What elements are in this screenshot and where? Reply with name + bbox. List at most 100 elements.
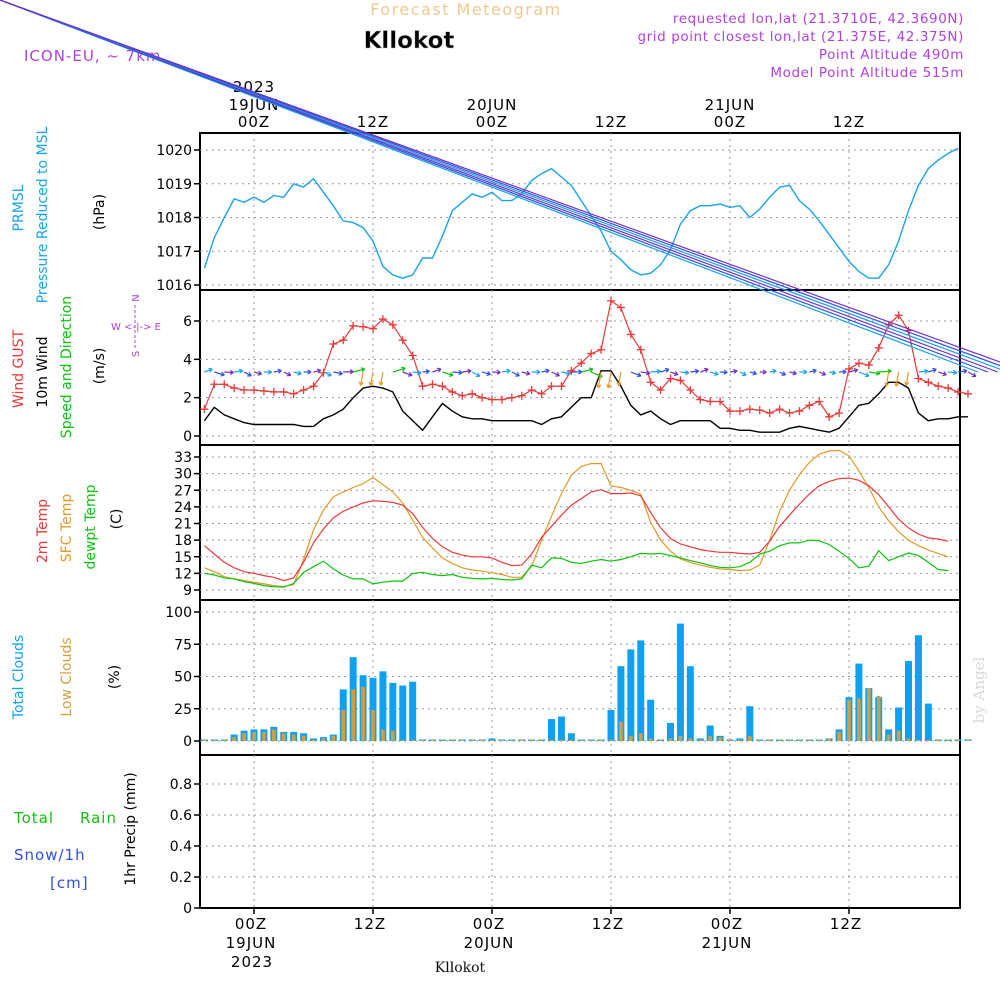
pressure-label-msl: Pressure Reduced to MSL bbox=[35, 126, 51, 303]
gust-marker-43 bbox=[626, 330, 635, 339]
low-cloud-bar-36 bbox=[559, 739, 564, 741]
gust-marker-20 bbox=[398, 336, 407, 345]
wind-arrow-32 bbox=[521, 371, 531, 375]
gust-marker-38 bbox=[577, 359, 586, 368]
gust-marker-15 bbox=[349, 321, 358, 330]
suptitle: Forecast Meteogram bbox=[370, 0, 561, 19]
gust-marker-28 bbox=[478, 393, 487, 402]
wind-arrow-25 bbox=[452, 371, 463, 374]
gridpoint-coords: grid point closest lon,lat (21.375E, 42.… bbox=[637, 29, 964, 45]
wind-arrowhead-8 bbox=[286, 371, 292, 377]
low-cloud-bar-42 bbox=[619, 721, 623, 741]
low-cloud-bar-64 bbox=[837, 731, 841, 741]
clouds-ytick-label-1: 25 bbox=[174, 702, 192, 718]
gust-marker-41 bbox=[606, 296, 615, 305]
low-cloud-bar-44 bbox=[638, 733, 643, 741]
low-cloud-bar-35 bbox=[549, 739, 554, 741]
low-cloud-bar-69 bbox=[886, 734, 891, 741]
low-cloud-bar-15 bbox=[351, 689, 355, 741]
wind-arrow-49 bbox=[690, 370, 699, 373]
top-hour-label-5: 12Z bbox=[833, 113, 865, 131]
low-cloud-bar-25 bbox=[450, 739, 455, 741]
gust-marker-2 bbox=[220, 380, 229, 389]
wind-arrowhead-7 bbox=[277, 368, 282, 374]
wind-arrowhead-56 bbox=[762, 369, 767, 375]
gust-marker-40 bbox=[597, 345, 606, 354]
bottom-day-label-2: 21JUN bbox=[702, 934, 753, 952]
wind-arrow-66 bbox=[858, 371, 870, 377]
low-cloud-bar-6 bbox=[262, 731, 266, 741]
wind-arrow-70 bbox=[895, 371, 900, 387]
wind-arrow-42 bbox=[617, 371, 622, 386]
pressure-ytick-label-1: 1017 bbox=[156, 244, 192, 260]
low-cloud-bar-21 bbox=[410, 739, 415, 741]
low-cloud-bar-45 bbox=[648, 738, 653, 741]
wind-arrow-44 bbox=[640, 371, 651, 374]
low-cloud-bar-24 bbox=[440, 739, 445, 741]
wind-arrow-9 bbox=[293, 371, 302, 375]
wind-arrowhead-52 bbox=[723, 369, 728, 375]
gust-marker-58 bbox=[775, 405, 784, 414]
wind-arrowhead-0 bbox=[208, 367, 213, 373]
wind-compass-s: S bbox=[131, 351, 142, 357]
wind-arrowhead-43 bbox=[636, 372, 642, 378]
wind-arrow-75 bbox=[948, 371, 957, 374]
wind-arrowhead-9 bbox=[297, 370, 302, 376]
low-cloud-bar-51 bbox=[708, 735, 712, 741]
precip-ytick-label-4: 0.8 bbox=[170, 777, 192, 793]
gust-marker-16 bbox=[359, 322, 368, 331]
pressure-ytick-label-4: 1020 bbox=[156, 143, 192, 159]
temp-label-unit: (C) bbox=[109, 509, 125, 530]
wind-arrowhead-2 bbox=[229, 369, 234, 376]
temp-ytick-label-5: 24 bbox=[174, 500, 192, 516]
wind-frame bbox=[199, 289, 961, 446]
total-cloud-bar-45 bbox=[647, 699, 655, 741]
wind-arrow-51 bbox=[709, 371, 719, 376]
wind-label-unit: (m/s) bbox=[92, 348, 108, 385]
wind-arrowhead-18 bbox=[378, 381, 384, 386]
gust-marker-3 bbox=[230, 384, 239, 393]
top-hour-label-4: 00Z bbox=[714, 113, 746, 131]
bottom-year-label: 2023 bbox=[231, 953, 273, 971]
gust-marker-73 bbox=[924, 378, 933, 387]
gust-marker-1 bbox=[210, 380, 219, 389]
bottom-hour-label-5: 12Z bbox=[830, 915, 862, 933]
wind-arrow-76 bbox=[957, 370, 968, 373]
total-cloud-bar-35 bbox=[547, 719, 555, 741]
wind-arrowhead-71 bbox=[904, 381, 910, 386]
wind-arrow-53 bbox=[729, 370, 738, 373]
total-cloud-bar-51 bbox=[706, 725, 714, 741]
wind-ytick-label-0: 0 bbox=[183, 429, 192, 445]
wind-arrow-11 bbox=[313, 369, 321, 373]
wind-arrowhead-63 bbox=[831, 370, 837, 376]
gust-marker-49 bbox=[686, 386, 695, 394]
wind-arrowhead-23 bbox=[436, 367, 442, 373]
wind-arrow-2 bbox=[224, 371, 234, 374]
wind-label-gust: Wind GUST bbox=[11, 329, 27, 408]
temp-label-dewpt: dewpt Temp bbox=[83, 484, 99, 569]
gust-marker-36 bbox=[557, 382, 566, 391]
gust-marker-74 bbox=[934, 382, 943, 391]
low-cloud-bar-67 bbox=[867, 688, 871, 741]
gust-marker-0 bbox=[200, 405, 209, 414]
gust-marker-6 bbox=[259, 386, 268, 395]
footer-location: Kllokot bbox=[435, 960, 486, 976]
precip-panel: 0 0.2 0.4 0.6 0.8 bbox=[170, 754, 961, 917]
wind-arrow-30 bbox=[501, 369, 511, 373]
gust-marker-26 bbox=[458, 391, 467, 400]
gust-marker-30 bbox=[497, 395, 506, 404]
gust-marker-4 bbox=[240, 386, 249, 394]
wind-compass-we: W <-|-> E bbox=[111, 322, 161, 333]
gust-marker-52 bbox=[716, 397, 725, 406]
wind-arrowhead-59 bbox=[792, 370, 797, 376]
wind-arrow-24 bbox=[442, 371, 454, 377]
low-cloud-bar-12 bbox=[321, 738, 326, 741]
wind-arrow-21 bbox=[412, 371, 422, 374]
gust-marker-59 bbox=[785, 409, 794, 417]
total-cloud-bar-44 bbox=[637, 640, 645, 741]
total-cloud-bar-72 bbox=[914, 635, 922, 741]
gust-marker-31 bbox=[507, 393, 516, 402]
wind-arrow-0 bbox=[204, 368, 213, 373]
gust-marker-68 bbox=[874, 343, 883, 352]
precip-label-rain: Rain bbox=[80, 809, 117, 827]
